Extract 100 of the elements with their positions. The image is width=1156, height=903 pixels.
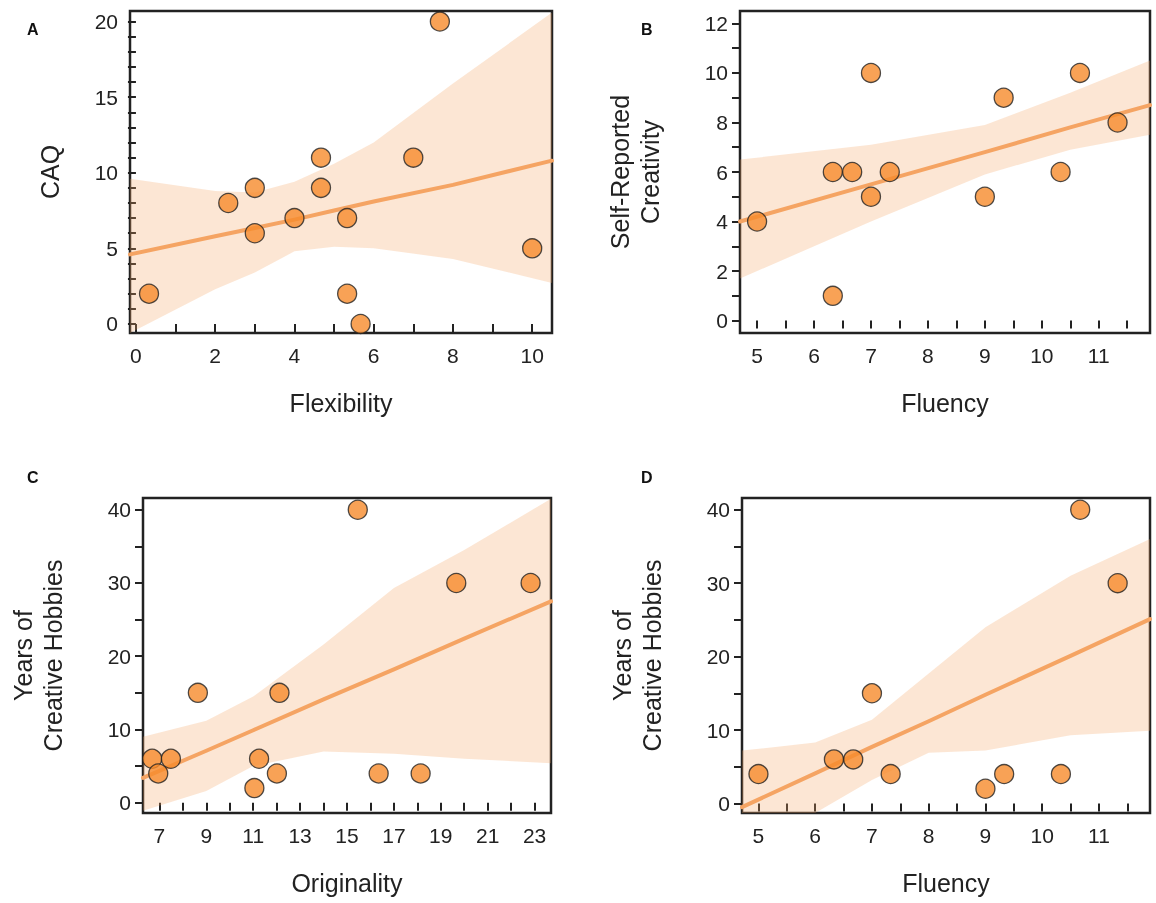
line-series	[740, 617, 1152, 810]
y-tick-label: 40	[706, 498, 730, 522]
y-tick-label: 2	[716, 259, 728, 283]
point	[861, 683, 883, 704]
x-tick-label: 19	[429, 824, 453, 847]
line-series	[738, 103, 1152, 224]
point	[746, 211, 768, 232]
y-axis-title: CAQ	[36, 144, 64, 200]
x-tick-label: 7	[865, 344, 877, 367]
y-tick-label: 0	[718, 791, 730, 815]
point	[410, 763, 431, 784]
y-axis-title: Self-Reported Creativity	[606, 94, 664, 250]
x-tick-label: 6	[809, 824, 822, 847]
point	[284, 207, 305, 229]
point	[187, 682, 209, 704]
y-tick-label: 0	[119, 791, 131, 815]
point	[1050, 161, 1071, 183]
point	[842, 161, 863, 183]
point	[1107, 573, 1128, 594]
x-tick-label: 15	[335, 824, 359, 847]
point	[446, 572, 467, 594]
point	[244, 223, 265, 244]
point	[248, 748, 270, 769]
x-tick-label: 5	[751, 344, 763, 367]
point	[994, 763, 1015, 785]
y-tick-label: 20	[706, 645, 730, 669]
point	[368, 763, 389, 784]
y-axis-title: Years of Creative Hobbies	[608, 559, 666, 752]
y-tick-label: 10	[706, 718, 730, 742]
point	[1069, 62, 1091, 84]
x-tick-label: 4	[288, 344, 301, 367]
x-tick-label: 8	[447, 344, 459, 367]
y-tick-label: 15	[94, 85, 118, 109]
point	[822, 161, 843, 183]
y-tick-label: 20	[107, 644, 131, 668]
point	[160, 748, 182, 769]
point	[138, 283, 160, 304]
x-tick-label: 11	[242, 824, 265, 847]
point	[347, 499, 368, 520]
text: B	[641, 20, 653, 38]
y-tick-label: 30	[706, 571, 730, 595]
x-tick-label: 8	[922, 344, 934, 367]
y-tick-label: 20	[94, 10, 118, 34]
x-axis-title: Fluency	[901, 389, 990, 417]
point	[879, 161, 900, 183]
y-tick-label: 0	[106, 312, 118, 336]
point	[429, 11, 451, 32]
point	[822, 285, 843, 306]
point	[1050, 763, 1072, 785]
point	[266, 763, 288, 784]
point	[860, 62, 882, 84]
point	[218, 192, 239, 214]
y-tick-label: 5	[106, 236, 118, 260]
x-axis-title: Originality	[291, 869, 404, 897]
x-tick-label: 8	[922, 824, 935, 847]
x-tick-label: 23	[522, 824, 547, 847]
point	[310, 177, 332, 199]
point	[520, 572, 541, 594]
point	[748, 763, 769, 785]
chart-title: D	[641, 468, 653, 486]
text: A	[27, 20, 39, 38]
x-tick-label: 9	[200, 824, 213, 847]
x-tick-label: 21	[476, 824, 500, 847]
y-tick-label: 40	[107, 498, 131, 522]
x-tick-label: 13	[288, 824, 312, 847]
point	[1107, 112, 1128, 133]
point	[244, 177, 265, 199]
point	[880, 763, 901, 785]
point	[337, 283, 358, 304]
x-tick-label: 9	[979, 824, 992, 847]
x-tick-label: 10	[1030, 824, 1054, 847]
y-tick-label: 12	[704, 11, 728, 35]
point	[860, 186, 882, 207]
x-tick-label: 5	[752, 824, 765, 847]
chart-title: C	[27, 468, 39, 486]
point	[350, 313, 371, 335]
x-tick-label: 10	[520, 344, 544, 367]
x-tick-label: 6	[808, 344, 820, 367]
point	[974, 186, 996, 207]
y-tick-label: 6	[716, 160, 728, 184]
point	[993, 87, 1014, 108]
point	[522, 238, 543, 259]
point	[843, 749, 864, 770]
y-axis-title: Years of Creative Hobbies	[9, 559, 67, 752]
x-tick-label: 11	[1088, 824, 1110, 847]
point	[403, 147, 424, 168]
y-tick-label: 10	[94, 161, 118, 185]
point	[269, 682, 290, 704]
point	[148, 763, 169, 784]
x-tick-label: 7	[866, 824, 878, 847]
point	[310, 147, 332, 168]
x-tick-label: 10	[1030, 344, 1054, 367]
y-tick-label: 0	[716, 309, 728, 333]
x-axis-title: Fluency	[902, 869, 991, 897]
x-tick-label: 9	[979, 344, 991, 367]
x-axis-title: Flexibility	[289, 389, 393, 417]
point	[244, 777, 265, 799]
line-series	[141, 599, 553, 780]
point	[337, 207, 358, 229]
x-tick-label: 17	[382, 824, 406, 847]
